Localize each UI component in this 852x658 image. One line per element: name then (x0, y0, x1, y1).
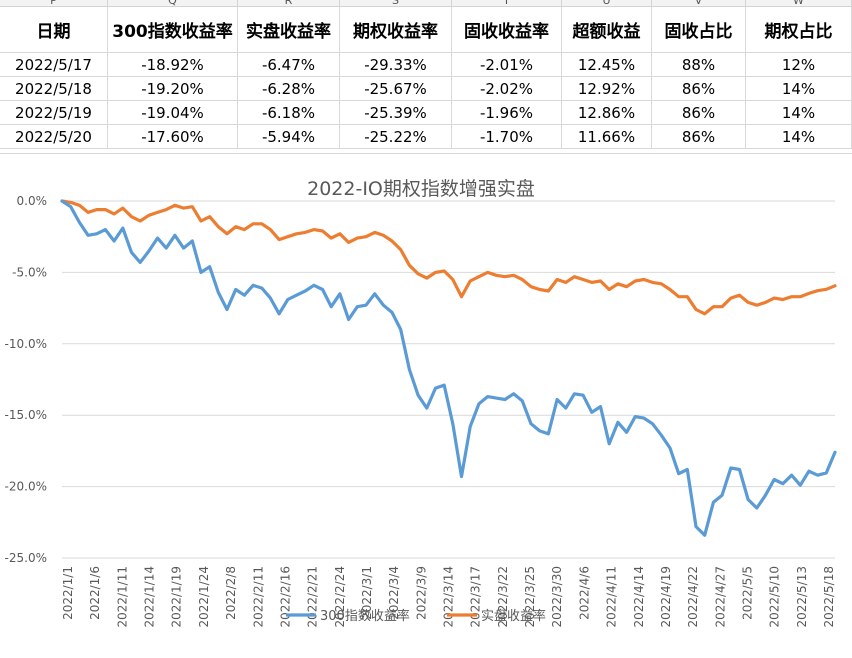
header-cell[interactable]: 实盘收益率 (238, 7, 340, 52)
data-cell[interactable]: 14% (746, 101, 852, 124)
data-cell[interactable]: 11.66% (562, 125, 652, 148)
data-cell[interactable]: -6.28% (238, 77, 340, 100)
data-cell[interactable]: -1.96% (452, 101, 562, 124)
series-line-300-index (60, 199, 837, 537)
x-tick-label: 2022/4/27 (713, 566, 727, 628)
x-tick-label: 2022/2/21 (306, 566, 320, 628)
header-cell[interactable]: 固收占比 (652, 7, 746, 52)
column-letter-V[interactable]: V (652, 0, 746, 6)
data-cell[interactable]: -2.02% (452, 77, 562, 100)
x-tick-label: 2022/3/9 (414, 566, 428, 620)
x-tick-label: 2022/1/14 (143, 566, 157, 628)
column-letter-W[interactable]: W (746, 0, 852, 6)
data-cell[interactable]: 2022/5/17 (0, 53, 108, 76)
data-cell[interactable]: 86% (652, 125, 746, 148)
table-row: 2022/5/17 -18.92% -6.47% -29.33% -2.01% 12.45… (0, 53, 852, 77)
x-tick-label: 2022/3/4 (387, 566, 401, 620)
x-tick-label: 2022/4/19 (659, 566, 673, 628)
x-tick-label: 2022/1/1 (61, 566, 75, 620)
data-cell[interactable]: -6.47% (238, 53, 340, 76)
y-tick-label: 0.0% (17, 194, 48, 208)
y-tick-label: -5.0% (12, 265, 47, 279)
data-cell[interactable]: 86% (652, 77, 746, 100)
column-letter-U[interactable]: U (562, 0, 652, 6)
x-tick-label: 2022/1/19 (170, 566, 184, 628)
data-cell[interactable]: -6.18% (238, 101, 340, 124)
x-tick-label: 2022/3/17 (469, 566, 483, 628)
y-tick-label: -15.0% (5, 408, 47, 422)
x-tick-label: 2022/3/22 (496, 566, 510, 628)
data-cell[interactable]: -29.33% (340, 53, 452, 76)
data-cell[interactable]: 12.45% (562, 53, 652, 76)
column-letter-Q[interactable]: Q (108, 0, 238, 6)
y-tick-label: -20.0% (5, 480, 47, 494)
x-tick-label: 2022/2/24 (333, 566, 347, 628)
data-cell[interactable]: -1.70% (452, 125, 562, 148)
x-tick-label: 2022/4/22 (686, 566, 700, 628)
data-cell[interactable]: -19.20% (108, 77, 238, 100)
x-tick-label: 2022/3/30 (550, 566, 564, 628)
data-cell[interactable]: 12% (746, 53, 852, 76)
x-tick-label: 2022/2/16 (278, 566, 292, 628)
data-cell[interactable]: -17.60% (108, 125, 238, 148)
x-tick-label: 2022/3/1 (360, 566, 374, 620)
data-cell[interactable]: -2.01% (452, 53, 562, 76)
x-tick-label: 2022/3/14 (442, 566, 456, 628)
x-tick-label: 2022/2/8 (224, 566, 238, 620)
data-cell[interactable]: -18.92% (108, 53, 238, 76)
column-letter-S[interactable]: S (340, 0, 452, 6)
series-line-live (60, 199, 837, 316)
legend-label: 实盘收益率 (481, 608, 546, 624)
header-cell[interactable]: 固收收益率 (452, 7, 562, 52)
x-tick-label: 2022/1/11 (115, 566, 129, 628)
data-cell[interactable]: 2022/5/20 (0, 125, 108, 148)
data-cell[interactable]: 14% (746, 77, 852, 100)
header-cell[interactable]: 超额收益 (562, 7, 652, 52)
chart-svg: 2022-IO期权指数增强实盘 0.0% -5.0% -10.0% -15.0% -20.… (5, 178, 837, 628)
x-tick-label: 2022/5/5 (740, 566, 754, 620)
legend-label: 300指数收益率 (320, 608, 410, 624)
column-letter-P[interactable]: P (0, 0, 108, 6)
header-cell[interactable]: 期权占比 (746, 7, 852, 52)
data-cell[interactable]: -25.22% (340, 125, 452, 148)
data-cell[interactable]: -5.94% (238, 125, 340, 148)
x-tick-label: 2022/5/13 (795, 566, 809, 628)
line-chart[interactable]: 2022-IO期权指数增强实盘 0.0% -5.0% -10.0% -15.0% -20.… (0, 153, 852, 658)
table-header-row: 日期 300指数收益率 实盘收益率 期权收益率 固收收益率 超额收益 固收占比 期权占比 (0, 7, 852, 53)
table-row: 2022/5/18 -19.20% -6.28% -25.67% -2.02% 12.92… (0, 77, 852, 101)
data-cell[interactable]: 88% (652, 53, 746, 76)
x-tick-label: 2022/1/6 (88, 566, 102, 620)
data-cell[interactable]: 14% (746, 125, 852, 148)
column-letter-R[interactable]: R (238, 0, 340, 6)
data-cell[interactable]: -25.67% (340, 77, 452, 100)
x-tick-label: 2022/1/24 (197, 566, 211, 628)
table-row: 2022/5/20 -17.60% -5.94% -25.22% -1.70% 11.66… (0, 125, 852, 149)
y-tick-label: -10.0% (5, 337, 47, 351)
data-cell[interactable]: 12.86% (562, 101, 652, 124)
x-tick-label: 2022/5/10 (768, 566, 782, 628)
x-tick-label: 2022/3/25 (523, 566, 537, 628)
header-cell[interactable]: 日期 (0, 7, 108, 52)
y-tick-label: -25.0% (5, 551, 47, 565)
data-cell[interactable]: 86% (652, 101, 746, 124)
column-letter-T[interactable]: T (452, 0, 562, 6)
data-cell[interactable]: 2022/5/18 (0, 77, 108, 100)
x-tick-label: 2022/2/11 (251, 566, 265, 628)
header-cell[interactable]: 300指数收益率 (108, 7, 238, 52)
data-cell[interactable]: -19.04% (108, 101, 238, 124)
x-tick-label: 2022/4/11 (605, 566, 619, 628)
table-row: 2022/5/19 -19.04% -6.18% -25.39% -1.96% 12.86… (0, 101, 852, 125)
data-cell[interactable]: 12.92% (562, 77, 652, 100)
x-tick-label: 2022/5/18 (822, 566, 836, 628)
chart-title: 2022-IO期权指数增强实盘 (307, 178, 535, 200)
header-cell[interactable]: 期权收益率 (340, 7, 452, 52)
data-cell[interactable]: -25.39% (340, 101, 452, 124)
data-cell[interactable]: 2022/5/19 (0, 101, 108, 124)
x-tick-label: 2022/4/6 (577, 566, 591, 620)
x-tick-label: 2022/4/14 (632, 566, 646, 628)
